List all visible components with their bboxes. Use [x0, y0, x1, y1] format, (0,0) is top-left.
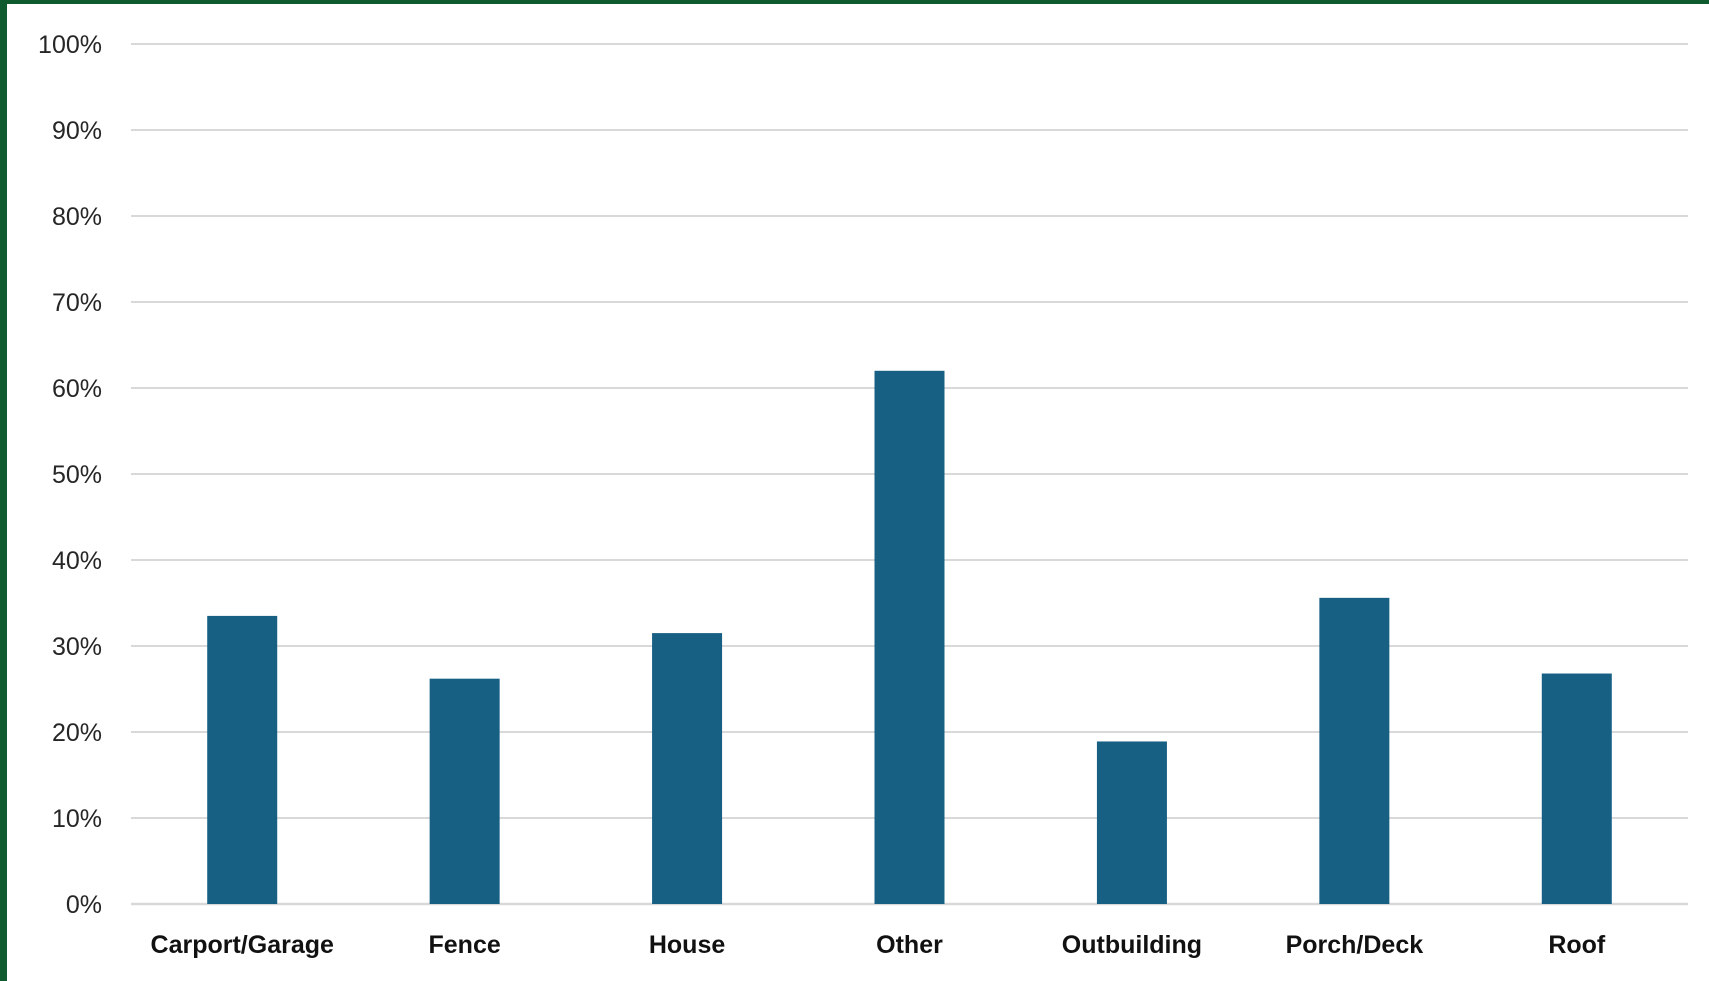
y-tick-label: 50%: [52, 461, 102, 489]
x-category-label: Other: [876, 931, 943, 959]
y-tick-label: 60%: [52, 375, 102, 403]
x-category-label: Outbuilding: [1062, 931, 1202, 959]
y-tick-label: 100%: [38, 31, 102, 59]
y-axis-ticks: 0% 10% 20% 30% 40% 50% 60% 70% 80% 90% 100%: [38, 31, 102, 919]
y-tick-label: 0%: [66, 891, 102, 919]
y-tick-label: 20%: [52, 719, 102, 747]
bar-other: [874, 370, 945, 904]
x-category-label: Porch/Deck: [1286, 931, 1424, 959]
bar-fence: [429, 678, 500, 904]
bar-roof: [1541, 673, 1612, 904]
bar-outbuilding: [1096, 741, 1167, 904]
x-category-label: Carport/Garage: [151, 931, 334, 959]
x-category-label: Roof: [1548, 931, 1606, 959]
y-tick-label: 30%: [52, 633, 102, 661]
x-category-label: Fence: [429, 931, 501, 959]
x-category-label: House: [649, 931, 726, 959]
y-tick-label: 70%: [52, 289, 102, 317]
bar-house: [652, 633, 723, 904]
bar-porch-deck: [1319, 597, 1390, 904]
bars: [207, 370, 1612, 904]
y-tick-label: 40%: [52, 547, 102, 575]
y-tick-label: 90%: [52, 117, 102, 145]
y-tick-label: 10%: [52, 805, 102, 833]
x-axis-labels: Carport/Garage Fence House Other Outbuilding…: [151, 931, 1606, 959]
bar-carport-garage: [207, 615, 278, 904]
y-tick-label: 80%: [52, 203, 102, 231]
